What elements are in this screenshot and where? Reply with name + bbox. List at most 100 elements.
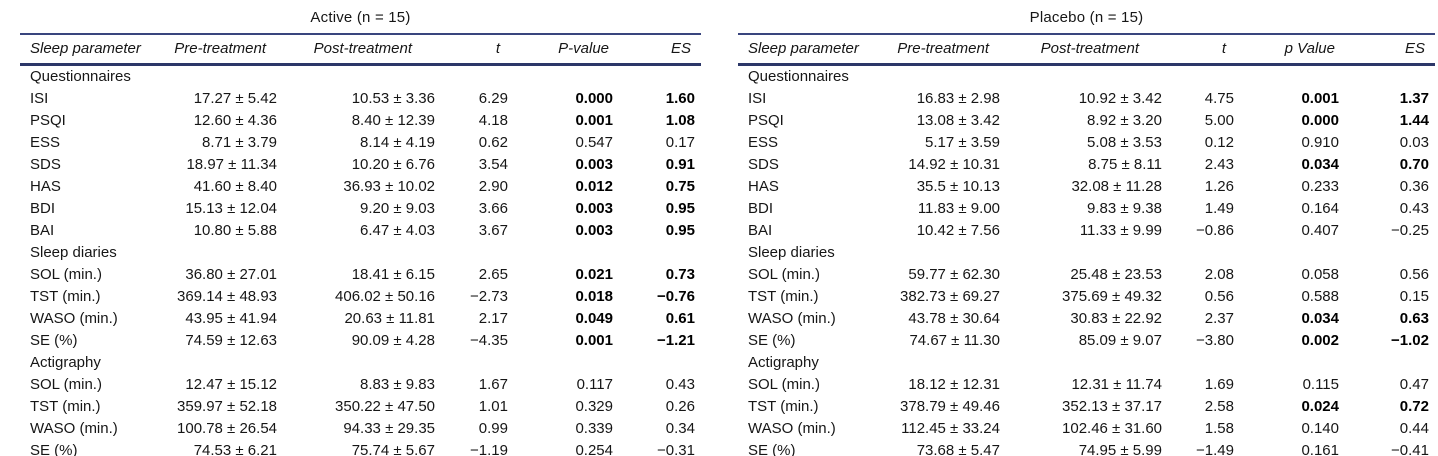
header-row: Sleep parameter Pre-treatment Post-treatme… bbox=[738, 33, 1435, 66]
cell-t: 0.12 bbox=[1204, 134, 1234, 151]
cell-t: 3.67 bbox=[478, 222, 508, 239]
cell-param: WASO (min.) bbox=[748, 310, 836, 327]
column-header: ES bbox=[1347, 33, 1435, 66]
cell-t: 0.62 bbox=[478, 134, 508, 151]
cell-post-treatment: 11.33 ± 9.99 bbox=[1079, 222, 1162, 239]
cell-pre-treatment: 18.97 ± 11.34 bbox=[186, 156, 277, 173]
cell-p-value: 0.140 bbox=[1301, 420, 1339, 437]
table-row: TST (min.) 378.79 ± 49.46 352.13 ± 37.17 2.… bbox=[738, 396, 1435, 418]
cell-es: 0.73 bbox=[665, 266, 695, 283]
cell-param: PSQI bbox=[748, 112, 784, 129]
cell-p-value: 0.407 bbox=[1301, 222, 1339, 239]
table-row: BDI 15.13 ± 12.04 9.20 ± 9.03 3.66 0.003 0.95 bbox=[20, 198, 701, 220]
cell-t: 6.29 bbox=[478, 90, 508, 107]
cell-t: 1.69 bbox=[1204, 376, 1234, 393]
cell-t: 2.58 bbox=[1204, 398, 1234, 415]
cell-param: SOL (min.) bbox=[30, 376, 102, 393]
table-row: WASO (min.) 112.45 ± 33.24 102.46 ± 31.60 1… bbox=[738, 418, 1435, 440]
cell-es: 0.36 bbox=[1399, 178, 1429, 195]
section-label: Questionnaires bbox=[748, 68, 849, 85]
cell-p-value: 0.001 bbox=[575, 112, 613, 129]
cell-t: −0.86 bbox=[1196, 222, 1234, 239]
section-row: Actigraphy bbox=[20, 352, 701, 374]
cell-p-value: 0.547 bbox=[575, 134, 613, 151]
cell-param: ESS bbox=[748, 134, 779, 151]
column-header: Pre-treatment bbox=[888, 33, 1005, 66]
cell-post-treatment: 10.53 ± 3.36 bbox=[351, 90, 435, 107]
table-row: SE (%) 74.67 ± 11.30 85.09 ± 9.07 −3.80 0.00… bbox=[738, 330, 1435, 352]
cell-post-treatment: 10.20 ± 6.76 bbox=[351, 156, 435, 173]
table-row: ESS 5.17 ± 3.59 5.08 ± 3.53 0.12 0.910 0.03 bbox=[738, 132, 1435, 154]
section-row: Actigraphy bbox=[738, 352, 1435, 374]
cell-p-value: 0.003 bbox=[575, 222, 613, 239]
cell-p-value: 0.117 bbox=[576, 376, 613, 393]
cell-p-value: 0.233 bbox=[1301, 178, 1339, 195]
cell-pre-treatment: 13.08 ± 3.42 bbox=[916, 112, 1000, 129]
cell-es: 0.26 bbox=[665, 398, 695, 415]
cell-p-value: 0.161 bbox=[1301, 442, 1339, 456]
cell-pre-treatment: 11.83 ± 9.00 bbox=[917, 200, 1000, 217]
cell-t: 3.54 bbox=[478, 156, 508, 173]
cell-es: 1.60 bbox=[665, 90, 695, 107]
cell-post-treatment: 406.02 ± 50.16 bbox=[335, 288, 435, 305]
table-row: BAI 10.42 ± 7.56 11.33 ± 9.99 −0.86 0.407 −0.… bbox=[738, 220, 1435, 242]
cell-param: SE (%) bbox=[748, 442, 796, 456]
cell-es: 0.34 bbox=[665, 420, 695, 437]
cell-p-value: 0.910 bbox=[1301, 134, 1339, 151]
cell-param: SE (%) bbox=[30, 442, 78, 456]
cell-post-treatment: 36.93 ± 10.02 bbox=[343, 178, 435, 195]
cell-es: 0.43 bbox=[665, 376, 695, 393]
cell-p-value: 0.018 bbox=[575, 288, 613, 305]
cell-pre-treatment: 18.12 ± 12.31 bbox=[908, 376, 1000, 393]
cell-post-treatment: 5.08 ± 3.53 bbox=[1087, 134, 1162, 151]
cell-p-value: 0.058 bbox=[1301, 266, 1339, 283]
cell-post-treatment: 102.46 ± 31.60 bbox=[1062, 420, 1162, 437]
column-header: Post-treatment bbox=[282, 33, 440, 66]
cell-es: 0.03 bbox=[1399, 134, 1429, 151]
cell-pre-treatment: 15.13 ± 12.04 bbox=[185, 200, 277, 217]
cell-post-treatment: 10.92 ± 3.42 bbox=[1078, 90, 1162, 107]
cell-p-value: 0.588 bbox=[1301, 288, 1339, 305]
cell-param: TST (min.) bbox=[748, 288, 819, 305]
column-header: t bbox=[440, 33, 516, 66]
column-header: Post-treatment bbox=[1005, 33, 1167, 66]
table-row: HAS 35.5 ± 10.13 32.08 ± 11.28 1.26 0.233 0.3… bbox=[738, 176, 1435, 198]
cell-pre-treatment: 359.97 ± 52.18 bbox=[177, 398, 277, 415]
cell-es: 0.72 bbox=[1399, 398, 1429, 415]
cell-es: 0.95 bbox=[665, 222, 695, 239]
cell-post-treatment: 30.83 ± 22.92 bbox=[1070, 310, 1162, 327]
cell-es: 0.63 bbox=[1399, 310, 1429, 327]
section-row: Sleep diaries bbox=[20, 242, 701, 264]
active-group-panel: Active (n = 15) Sleep parameter Pre-treat… bbox=[20, 0, 701, 456]
cell-param: PSQI bbox=[30, 112, 66, 129]
cell-es: −0.25 bbox=[1391, 222, 1429, 239]
cell-p-value: 0.034 bbox=[1301, 156, 1339, 173]
cell-t: 2.17 bbox=[478, 310, 508, 327]
column-header: Sleep parameter bbox=[738, 33, 888, 66]
cell-pre-treatment: 112.45 ± 33.24 bbox=[901, 420, 1000, 437]
cell-post-treatment: 32.08 ± 11.28 bbox=[1071, 178, 1162, 195]
cell-post-treatment: 18.41 ± 6.15 bbox=[351, 266, 435, 283]
cell-es: 0.91 bbox=[665, 156, 695, 173]
cell-param: WASO (min.) bbox=[748, 420, 836, 437]
placebo-group-panel: Placebo (n = 15) Sleep parameter Pre-trea… bbox=[738, 0, 1435, 456]
cell-pre-treatment: 369.14 ± 48.93 bbox=[177, 288, 277, 305]
cell-pre-treatment: 73.68 ± 5.47 bbox=[916, 442, 1000, 456]
section-row: Sleep diaries bbox=[738, 242, 1435, 264]
section-row: Questionnaires bbox=[20, 65, 701, 89]
cell-post-treatment: 12.31 ± 11.74 bbox=[1071, 376, 1162, 393]
cell-param: ISI bbox=[748, 90, 767, 107]
cell-t: 3.66 bbox=[478, 200, 508, 217]
cell-es: 0.56 bbox=[1399, 266, 1429, 283]
cell-param: HAS bbox=[30, 178, 61, 195]
cell-t: 5.00 bbox=[1204, 112, 1234, 129]
cell-param: WASO (min.) bbox=[30, 310, 118, 327]
table-row: ISI 17.27 ± 5.42 10.53 ± 3.36 6.29 0.000 1.60 bbox=[20, 88, 701, 110]
table-row: HAS 41.60 ± 8.40 36.93 ± 10.02 2.90 0.012 0.7… bbox=[20, 176, 701, 198]
placebo-table: Sleep parameter Pre-treatment Post-treatme… bbox=[738, 33, 1435, 456]
cell-es: 0.15 bbox=[1399, 288, 1429, 305]
column-header: p Value bbox=[1242, 33, 1347, 66]
cell-param: SOL (min.) bbox=[748, 376, 820, 393]
cell-post-treatment: 90.09 ± 4.28 bbox=[351, 332, 435, 349]
